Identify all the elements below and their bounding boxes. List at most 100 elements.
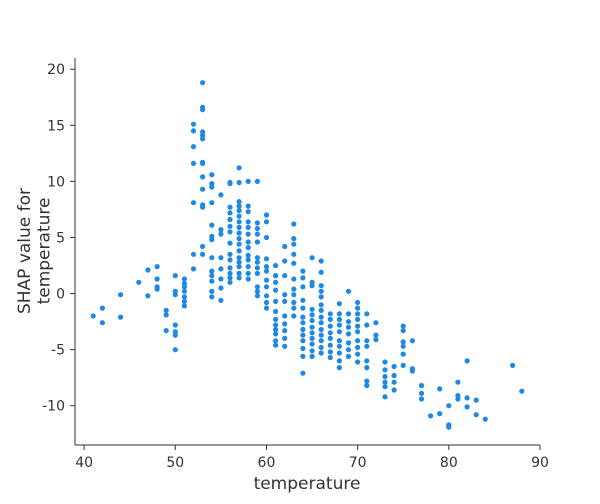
data-point: [218, 255, 224, 261]
data-point: [254, 288, 260, 294]
data-point: [327, 330, 333, 336]
data-point: [227, 216, 233, 223]
data-point: [300, 305, 306, 311]
y-tick-label: 5: [56, 230, 65, 246]
data-point: [355, 344, 361, 350]
data-point: [345, 353, 352, 359]
data-point: [172, 322, 178, 328]
data-point: [263, 219, 270, 225]
data-point: [218, 192, 224, 198]
data-point: [236, 224, 242, 230]
data-point: [336, 343, 342, 349]
y-tick-label: 10: [47, 174, 65, 190]
data-point: [227, 265, 233, 271]
data-point: [391, 363, 397, 370]
data-point: [236, 241, 242, 247]
data-point: [227, 275, 233, 281]
data-point: [263, 293, 270, 299]
data-point: [318, 269, 324, 275]
data-point: [254, 178, 260, 184]
data-point: [336, 365, 342, 371]
data-point: [236, 199, 242, 205]
data-point: [209, 268, 215, 274]
y-tick-label: 0: [56, 287, 65, 303]
data-point: [282, 243, 288, 250]
data-point: [364, 378, 370, 384]
data-point: [282, 343, 288, 349]
data-point: [364, 343, 370, 349]
data-point: [300, 284, 306, 290]
data-point: [236, 264, 242, 270]
data-point: [200, 204, 206, 210]
data-point: [263, 305, 270, 311]
data-point: [382, 394, 388, 400]
data-point: [200, 186, 206, 192]
y-axis-title-line: SHAP value for: [15, 188, 35, 314]
data-point: [291, 286, 297, 292]
data-point: [473, 412, 479, 418]
data-point: [318, 326, 324, 333]
data-point: [409, 368, 415, 374]
data-point: [227, 251, 233, 257]
data-point: [336, 350, 342, 356]
data-point: [200, 251, 206, 257]
data-point: [190, 121, 197, 127]
data-point: [236, 203, 242, 209]
data-point: [418, 382, 425, 389]
data-point: [254, 265, 260, 271]
data-point: [291, 236, 297, 242]
data-point: [309, 306, 315, 312]
points-layer: [90, 80, 525, 430]
data-point: [145, 293, 151, 299]
data-point: [318, 307, 324, 313]
data-point: [190, 128, 197, 134]
data-point: [273, 322, 279, 328]
data-point: [291, 276, 297, 282]
data-point: [318, 344, 324, 350]
data-point: [209, 237, 215, 243]
data-point: [345, 347, 352, 353]
x-tick-label: 90: [531, 455, 549, 471]
data-point: [327, 342, 333, 348]
data-point: [318, 288, 324, 294]
data-point: [400, 328, 406, 334]
data-point: [382, 384, 388, 390]
data-point: [263, 264, 270, 270]
data-point: [309, 324, 315, 330]
data-point: [345, 288, 352, 294]
data-point: [309, 317, 315, 324]
data-point: [327, 311, 333, 317]
data-point: [309, 330, 315, 336]
data-point: [382, 379, 388, 385]
data-point: [318, 338, 324, 344]
data-point: [236, 179, 242, 186]
x-ticks: 40 50 60 70 80 90: [75, 445, 549, 471]
data-point: [300, 320, 306, 326]
data-point: [318, 258, 324, 264]
data-point: [200, 80, 206, 86]
data-point: [218, 227, 224, 233]
data-point: [163, 312, 169, 318]
data-point: [227, 223, 233, 229]
data-point: [282, 258, 288, 264]
data-point: [455, 396, 461, 402]
x-axis-title: temperature: [254, 474, 361, 494]
x-tick-label: 60: [258, 455, 276, 471]
data-point: [355, 305, 361, 311]
data-point: [282, 273, 288, 279]
data-point: [273, 279, 279, 285]
data-point: [273, 316, 279, 322]
x-tick-label: 80: [440, 455, 458, 471]
data-point: [391, 387, 397, 393]
data-point: [99, 305, 105, 311]
data-point: [382, 367, 388, 373]
data-point: [99, 320, 105, 326]
data-point: [345, 319, 352, 325]
data-point: [227, 210, 233, 216]
data-point: [200, 160, 206, 166]
data-point: [482, 416, 488, 422]
data-point: [263, 277, 270, 283]
data-point: [254, 255, 260, 261]
data-point: [282, 321, 288, 327]
